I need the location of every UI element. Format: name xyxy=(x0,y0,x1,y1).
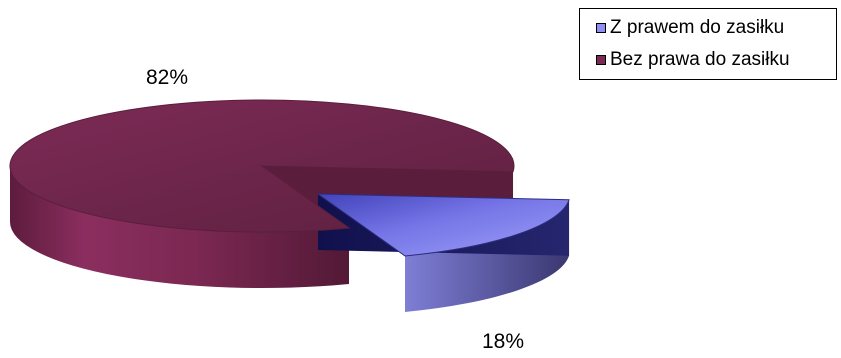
pie-label-with-benefit: 18% xyxy=(482,330,525,353)
slice-with-benefit xyxy=(316,193,570,257)
legend-swatch-without-benefit xyxy=(596,55,606,65)
legend-item-with-benefit: Z prawem do zasiłku xyxy=(596,16,784,40)
legend-label-without-benefit: Bez prawa do zasiłku xyxy=(610,49,790,70)
slice-without-benefit-side xyxy=(10,166,350,289)
slice-without-benefit xyxy=(9,99,515,233)
legend: Z prawem do zasiłku Bez prawa do zasiłku xyxy=(579,8,837,80)
pie-label-without-benefit: 82% xyxy=(146,66,189,89)
slice-with-benefit-side xyxy=(405,199,570,312)
legend-swatch-with-benefit xyxy=(596,23,606,33)
legend-label-with-benefit: Z prawem do zasiłku xyxy=(610,17,785,38)
legend-item-without-benefit: Bez prawa do zasiłku xyxy=(596,48,790,72)
